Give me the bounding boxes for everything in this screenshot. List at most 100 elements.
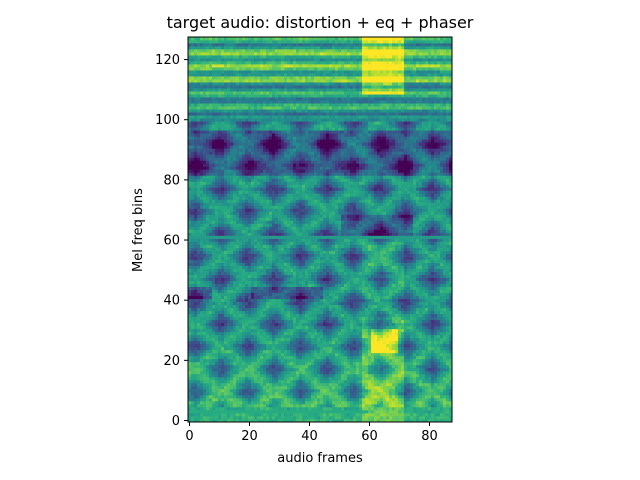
heatmap-cell — [284, 334, 288, 339]
heatmap-cell — [194, 118, 198, 122]
heatmap-cell — [272, 391, 276, 396]
heatmap-cell — [293, 217, 297, 221]
heatmap-cell — [278, 412, 282, 417]
heatmap-cell — [287, 100, 291, 104]
heatmap-cell — [236, 127, 240, 131]
heatmap-cell — [272, 211, 276, 215]
heatmap-cell — [194, 208, 198, 212]
heatmap-cell — [236, 187, 240, 191]
heatmap-cell — [224, 277, 228, 281]
heatmap-cell — [251, 268, 255, 272]
heatmap-cell — [263, 292, 267, 297]
heatmap-cell — [251, 139, 255, 143]
heatmap-cell — [248, 127, 252, 131]
heatmap-cell — [263, 331, 267, 336]
heatmap-cell — [245, 241, 249, 245]
heatmap-cell — [215, 271, 219, 275]
heatmap-cell — [278, 280, 282, 284]
heatmap-cell — [251, 292, 255, 297]
heatmap-cell — [263, 55, 267, 59]
heatmap-cell — [242, 118, 246, 122]
heatmap-cell — [212, 115, 216, 119]
heatmap-cell — [203, 373, 207, 378]
heatmap-cell — [224, 187, 228, 191]
heatmap-cell — [188, 154, 192, 158]
heatmap-cell — [233, 160, 237, 164]
heatmap-cell — [209, 46, 213, 50]
heatmap-cell — [287, 313, 291, 318]
heatmap-cell — [272, 172, 276, 176]
heatmap-cell — [224, 355, 228, 360]
heatmap-cell — [299, 316, 303, 321]
heatmap-cell — [191, 283, 195, 287]
heatmap-cell — [233, 379, 237, 384]
heatmap-cell — [230, 418, 234, 423]
heatmap-cell — [272, 97, 276, 101]
heatmap-cell — [227, 202, 231, 206]
heatmap-cell — [263, 118, 267, 122]
heatmap-cell — [272, 112, 276, 116]
heatmap-cell — [299, 94, 303, 98]
heatmap-cell — [275, 361, 279, 366]
heatmap-cell — [281, 142, 285, 146]
heatmap-cell — [206, 145, 210, 149]
heatmap-cell — [236, 298, 240, 303]
heatmap-cell — [206, 154, 210, 158]
heatmap-cell — [218, 304, 222, 309]
heatmap-cell — [284, 238, 288, 242]
heatmap-cell — [197, 349, 201, 354]
heatmap-cell — [257, 64, 261, 68]
heatmap-cell — [257, 49, 261, 53]
heatmap-cell — [287, 316, 291, 321]
heatmap-cell — [242, 316, 246, 321]
heatmap-cell — [197, 337, 201, 342]
heatmap-cell — [281, 154, 285, 158]
heatmap-cell — [275, 193, 279, 197]
heatmap-cell — [278, 88, 282, 92]
heatmap-cell — [284, 88, 288, 92]
heatmap-cell — [275, 76, 279, 80]
heatmap-cell — [254, 157, 258, 161]
heatmap-cell — [254, 79, 258, 83]
heatmap-cell — [257, 106, 261, 110]
heatmap-cell — [209, 151, 213, 155]
heatmap-cell — [227, 352, 231, 357]
heatmap-cell — [275, 142, 279, 146]
heatmap-cell — [287, 211, 291, 215]
heatmap-cell — [197, 223, 201, 227]
heatmap-cell — [221, 310, 225, 315]
heatmap-cell — [251, 415, 255, 420]
heatmap-cell — [197, 388, 201, 393]
heatmap-cell — [215, 319, 219, 324]
heatmap-cell — [218, 274, 222, 278]
heatmap-cell — [299, 319, 303, 324]
heatmap-cell — [209, 79, 213, 83]
heatmap-cell — [227, 346, 231, 351]
heatmap-cell — [221, 190, 225, 194]
heatmap-cell — [206, 283, 210, 287]
heatmap-cell — [260, 334, 264, 339]
heatmap-cell — [254, 127, 258, 131]
heatmap-cell — [242, 85, 246, 89]
heatmap-cell — [296, 61, 300, 65]
heatmap-cell — [209, 154, 213, 158]
heatmap-cell — [206, 148, 210, 152]
heatmap-cell — [281, 46, 285, 50]
heatmap-cell — [209, 388, 213, 393]
heatmap-cell — [191, 64, 195, 68]
heatmap-cell — [191, 376, 195, 381]
heatmap-cell — [200, 166, 204, 170]
heatmap-cell — [218, 211, 222, 215]
heatmap-cell — [293, 253, 297, 257]
heatmap-cell — [278, 139, 282, 143]
heatmap-cell — [233, 82, 237, 86]
heatmap-cell — [230, 211, 234, 215]
heatmap-cell — [194, 418, 198, 423]
heatmap-cell — [191, 316, 195, 321]
heatmap-cell — [191, 331, 195, 336]
heatmap-cell — [206, 52, 210, 56]
heatmap-cell — [203, 115, 207, 119]
heatmap-cell — [287, 121, 291, 125]
heatmap-cell — [260, 40, 264, 44]
heatmap-cell — [215, 301, 219, 306]
